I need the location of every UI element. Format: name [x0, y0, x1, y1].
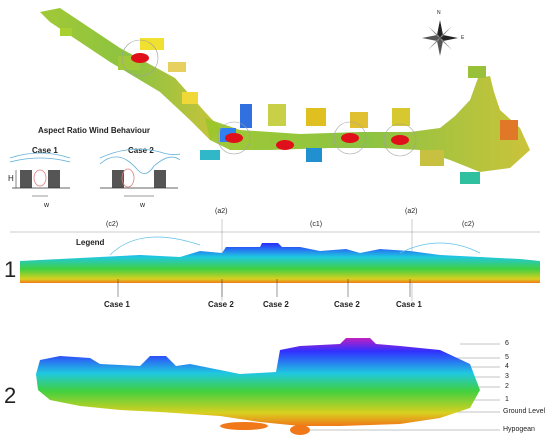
case2-wind-flow	[99, 148, 181, 159]
hotspot-marker	[391, 135, 409, 145]
plan-building	[168, 62, 186, 72]
case1-wind-flow	[9, 157, 71, 163]
plan-pointcloud	[40, 8, 530, 184]
zone-label-c2-left: (c2)	[106, 221, 119, 228]
level-label: 4	[505, 363, 509, 370]
level-label: 5	[505, 354, 509, 361]
section1-elevation	[10, 219, 540, 301]
level-label: 2	[505, 383, 509, 390]
case-label: Case 2	[208, 300, 234, 309]
case1-building-right	[48, 170, 60, 188]
plan-building	[306, 108, 326, 126]
case2-building-left	[112, 170, 124, 188]
legend-label: Legend	[76, 238, 105, 247]
aspect-ratio-panel: Aspect Ratio Wind Behaviour Case 1 Case …	[0, 118, 200, 218]
case2-vortex	[121, 168, 135, 188]
section2-pointcloud	[36, 338, 480, 426]
case1-vortex	[33, 169, 47, 187]
plan-circle-marker	[121, 39, 159, 77]
hotspot-marker	[276, 140, 294, 150]
wind-streamline	[399, 242, 481, 254]
plan-building	[240, 104, 252, 128]
section2-number: 2	[4, 383, 17, 408]
plan-building	[350, 112, 368, 128]
plan-building	[306, 148, 322, 162]
plan-building	[468, 66, 486, 78]
level-label: 1	[505, 396, 509, 403]
plan-building	[200, 150, 220, 160]
plan-building	[182, 92, 198, 104]
zone-label-c2-right: (c2)	[462, 221, 475, 228]
compass-rose-icon	[422, 20, 458, 56]
aspect-ratio-title: Aspect Ratio Wind Behaviour	[38, 126, 150, 135]
zone-label-a2-right: (a2)	[405, 208, 418, 215]
section2-elevation	[36, 338, 500, 435]
plan-street-upper	[40, 8, 222, 140]
compass: N E	[420, 10, 464, 58]
plan-view	[0, 0, 550, 200]
hotspot-marker	[131, 53, 149, 63]
case1-title: Case 1	[32, 146, 58, 155]
w-label-case1: w	[44, 202, 50, 209]
case-label: Case 1	[396, 300, 422, 309]
plan-building	[60, 28, 72, 36]
hotspot-marker	[225, 133, 243, 143]
case1-building-left	[20, 170, 32, 188]
case-label: Case 2	[263, 300, 289, 309]
plan-building	[392, 108, 410, 126]
case1-wind-flow	[9, 152, 71, 159]
plan-building	[420, 150, 444, 166]
case-label: Case 2	[334, 300, 360, 309]
case2-wind-flow	[99, 156, 181, 174]
plan-building	[460, 172, 480, 184]
plan-building	[500, 120, 518, 140]
compass-north-label: N	[437, 10, 441, 16]
plan-building	[140, 38, 164, 50]
w-label-case2: w	[140, 202, 146, 209]
zone-label-a2-left: (a2)	[215, 208, 228, 215]
aspect-ratio-diagram	[9, 148, 181, 197]
ground-level-label: Ground Level	[503, 408, 546, 415]
section1-number: 1	[4, 257, 17, 282]
case-label: Case 1	[104, 300, 130, 309]
hotspot-marker	[341, 133, 359, 143]
compass-east-label: E	[461, 35, 465, 41]
zone-label-c1: (c1)	[310, 221, 323, 228]
case2-building-right	[154, 170, 166, 188]
plan-circle-marker	[217, 121, 251, 155]
case2-title: Case 2	[128, 146, 154, 155]
section1: 1 Legend (c2) (a2) (c1) (a2) (c2) Case 1…	[0, 205, 550, 315]
plan-circle-marker	[383, 123, 417, 157]
hypogean-label: Hypogean	[503, 426, 535, 433]
wind-streamline	[109, 236, 201, 256]
level-label: 6	[505, 340, 509, 347]
plan-building	[268, 104, 286, 126]
plan-circle-marker	[333, 121, 367, 155]
h-label: H	[8, 174, 14, 183]
section2: 2 6 5 4 3 2 1 Ground Level Hypogean	[0, 330, 550, 439]
level-label: 3	[505, 373, 509, 380]
section1-pointcloud	[20, 243, 540, 283]
